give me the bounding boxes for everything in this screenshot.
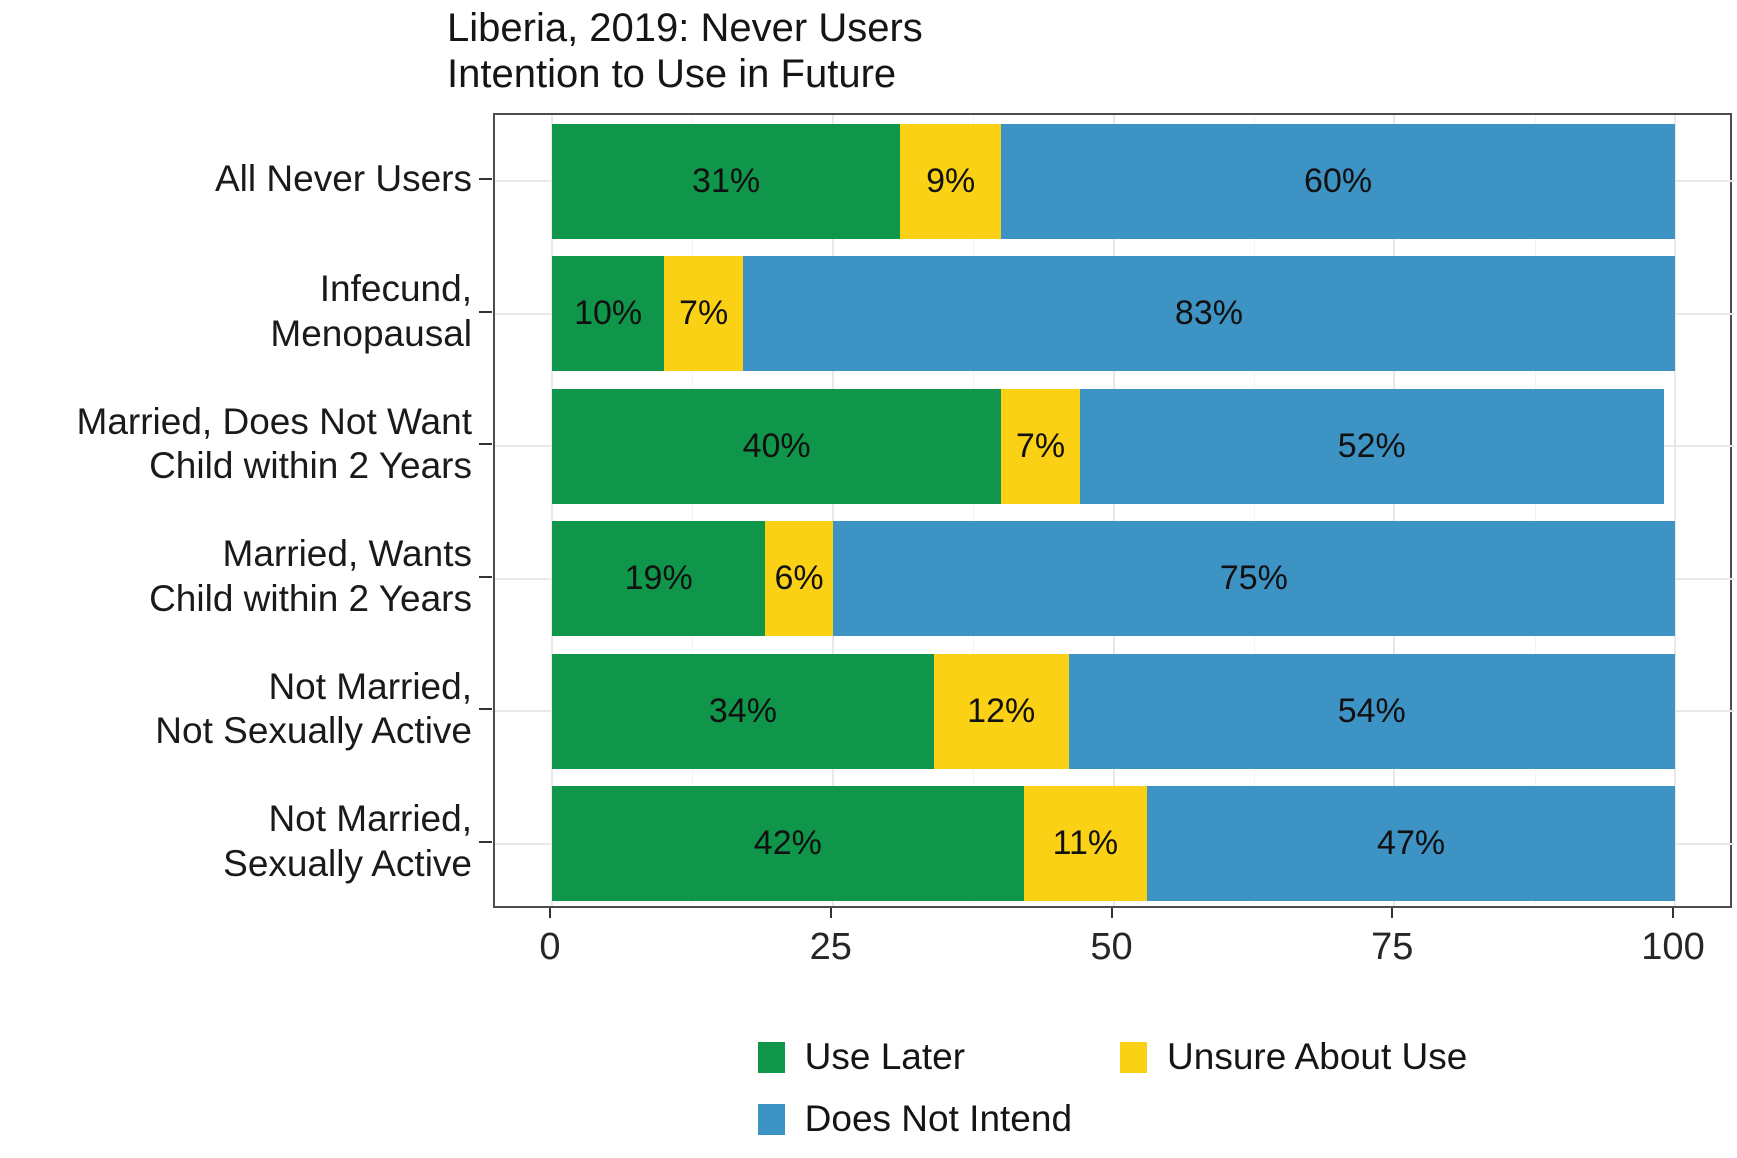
bar-row-all-never-users: 31% 9% 60% <box>552 115 1675 248</box>
bar-value-label: 60% <box>1304 161 1373 200</box>
bar-segment-does-not-intend: 47% <box>1147 786 1675 901</box>
gridline-major <box>551 115 553 906</box>
bar-value-label: 83% <box>1174 294 1243 332</box>
category-label-not-married: Not Married, Sexually Active <box>223 798 472 884</box>
bar-value-label: 34% <box>708 691 777 730</box>
bar-segment-use-later: 40% <box>552 388 1002 504</box>
plot-panel: 31% 9% 60% 10% 7% 83% 40% 7% 52% 19% 6% 75% 34% 12% 54… <box>493 113 1734 908</box>
bar-value-label: 6% <box>774 559 824 597</box>
bar-segment-use-later: 19% <box>552 521 766 636</box>
x-tick-label-100: 100 <box>1641 926 1705 968</box>
x-tick-mark <box>1110 908 1113 918</box>
bars-layer: 31% 9% 60% 10% 7% 83% 40% 7% 52% 19% 6% 75% 34% 12% 54… <box>552 115 1675 906</box>
x-tick-label-75: 75 <box>1371 926 1414 968</box>
x-tick-label-50: 50 <box>1090 926 1133 968</box>
stacked-bar: 10% 7% 83% <box>552 256 1675 371</box>
y-tick-mark <box>479 310 492 313</box>
x-tick-mark <box>549 908 551 918</box>
bar-value-label: 42% <box>753 824 822 862</box>
gridline-major <box>831 115 834 906</box>
gridline-minor <box>1534 115 1536 906</box>
y-tick-mark <box>479 443 492 446</box>
x-tick-mark <box>1391 908 1394 918</box>
y-tick-mark <box>479 575 492 578</box>
gridline-major <box>1674 115 1676 906</box>
x-axis: 0 25 50 75 100 <box>539 908 1705 988</box>
gridline-minor <box>973 115 975 906</box>
bar-value-label: 12% <box>967 691 1036 730</box>
bar-segment-use-later: 10% <box>552 256 665 371</box>
x-tick-label-25: 25 <box>809 926 852 968</box>
bar-row-infecund: 10% 7% 83% <box>552 248 1675 381</box>
bar-value-label: 19% <box>624 559 693 597</box>
legend-item-does-not-intend: Does Not Intend <box>757 1098 1073 1140</box>
y-tick-mark <box>479 178 492 181</box>
legend-item-unsure-about-use: Unsure About Use <box>1120 1036 1467 1078</box>
category-label-infecund: Infecund, Menopausal <box>270 268 472 354</box>
bar-segment-use-later: 42% <box>552 786 1024 901</box>
legend: Use Later Unsure About Use Does Not Intend <box>493 1036 1732 1140</box>
bar-value-label: 9% <box>926 161 976 200</box>
bar-value-label: 10% <box>574 294 643 332</box>
bar-segment-does-not-intend: 75% <box>832 521 1675 636</box>
bar-value-label: 54% <box>1337 691 1406 730</box>
stacked-bar: 40% 7% 52% <box>552 388 1675 504</box>
bar-value-label: 31% <box>692 161 761 200</box>
bar-value-label: 7% <box>679 294 729 332</box>
bar-segment-does-not-intend: 60% <box>1001 123 1675 239</box>
bar-value-label: 52% <box>1337 426 1406 465</box>
bar-segment-unsure-about-use: 11% <box>1023 786 1148 901</box>
gridline-major <box>1112 115 1115 906</box>
bar-value-label: 75% <box>1219 559 1288 597</box>
legend-item-use-later: Use Later <box>757 1036 1072 1078</box>
legend-label-use-later: Use Later <box>804 1036 966 1077</box>
chart-title: Liberia, 2019: Never Users Intention to U… <box>447 6 923 97</box>
legend-key-does-not-intend-swatch <box>757 1103 785 1135</box>
bar-segment-unsure-about-use: 6% <box>765 521 833 636</box>
y-axis-category-labels: All Never Users Infecund, Menopausal Marri… <box>0 113 472 908</box>
y-axis-ticks <box>479 113 493 908</box>
legend-key-unsure-about-use-swatch <box>1120 1041 1148 1073</box>
bar-row-married-wants: 19% 6% 75% <box>552 513 1675 646</box>
y-tick-mark <box>479 840 492 843</box>
category-label-married-does-not-want: Married, Does Not Want Child within 2 Ye… <box>76 400 472 487</box>
chart-title-line1: Liberia, 2019: Never Users <box>447 6 923 50</box>
x-tick-mark <box>829 908 832 918</box>
bar-value-label: 47% <box>1377 824 1446 862</box>
bar-row-not-married: 34% 12% 54% <box>552 645 1675 778</box>
bar-row-not-married: 42% 11% 47% <box>552 778 1675 911</box>
gridline-minor <box>1253 115 1255 906</box>
bar-segment-does-not-intend: 83% <box>742 256 1675 371</box>
legend-key-use-later-swatch <box>757 1041 785 1073</box>
legend-label-unsure-about-use: Unsure About Use <box>1167 1036 1468 1077</box>
chart-title-line2: Intention to Use in Future <box>447 51 897 96</box>
bar-segment-does-not-intend: 52% <box>1079 388 1664 504</box>
stacked-bar: 42% 11% 47% <box>552 786 1675 901</box>
bar-segment-unsure-about-use: 7% <box>1001 388 1080 504</box>
bar-row-married-does-not-want: 40% 7% 52% <box>552 380 1675 513</box>
bar-segment-unsure-about-use: 9% <box>900 123 1002 239</box>
category-label-married-wants: Married, Wants Child within 2 Years <box>149 533 472 619</box>
bar-value-label: 7% <box>1015 426 1066 465</box>
bar-segment-use-later: 31% <box>552 123 901 239</box>
x-tick-label-0: 0 <box>539 926 561 968</box>
bar-value-label: 40% <box>742 426 811 465</box>
gridline-major <box>1393 115 1396 906</box>
stacked-bar: 31% 9% 60% <box>552 123 1675 239</box>
bar-value-label: 11% <box>1052 824 1119 862</box>
bar-segment-unsure-about-use: 7% <box>664 256 743 371</box>
bar-segment-unsure-about-use: 12% <box>933 653 1069 769</box>
x-tick-mark <box>1672 908 1674 918</box>
stacked-bar: 34% 12% 54% <box>552 653 1675 769</box>
gridline-minor <box>692 115 694 906</box>
bar-segment-does-not-intend: 54% <box>1068 653 1675 769</box>
stacked-bar: 19% 6% 75% <box>552 521 1675 636</box>
category-label-all-never-users: All Never Users <box>215 158 472 200</box>
bar-segment-use-later: 34% <box>552 653 934 769</box>
category-label-not-married: Not Married, Not Sexually Active <box>155 665 472 752</box>
y-tick-mark <box>479 708 492 711</box>
legend-label-does-not-intend: Does Not Intend <box>804 1098 1073 1139</box>
